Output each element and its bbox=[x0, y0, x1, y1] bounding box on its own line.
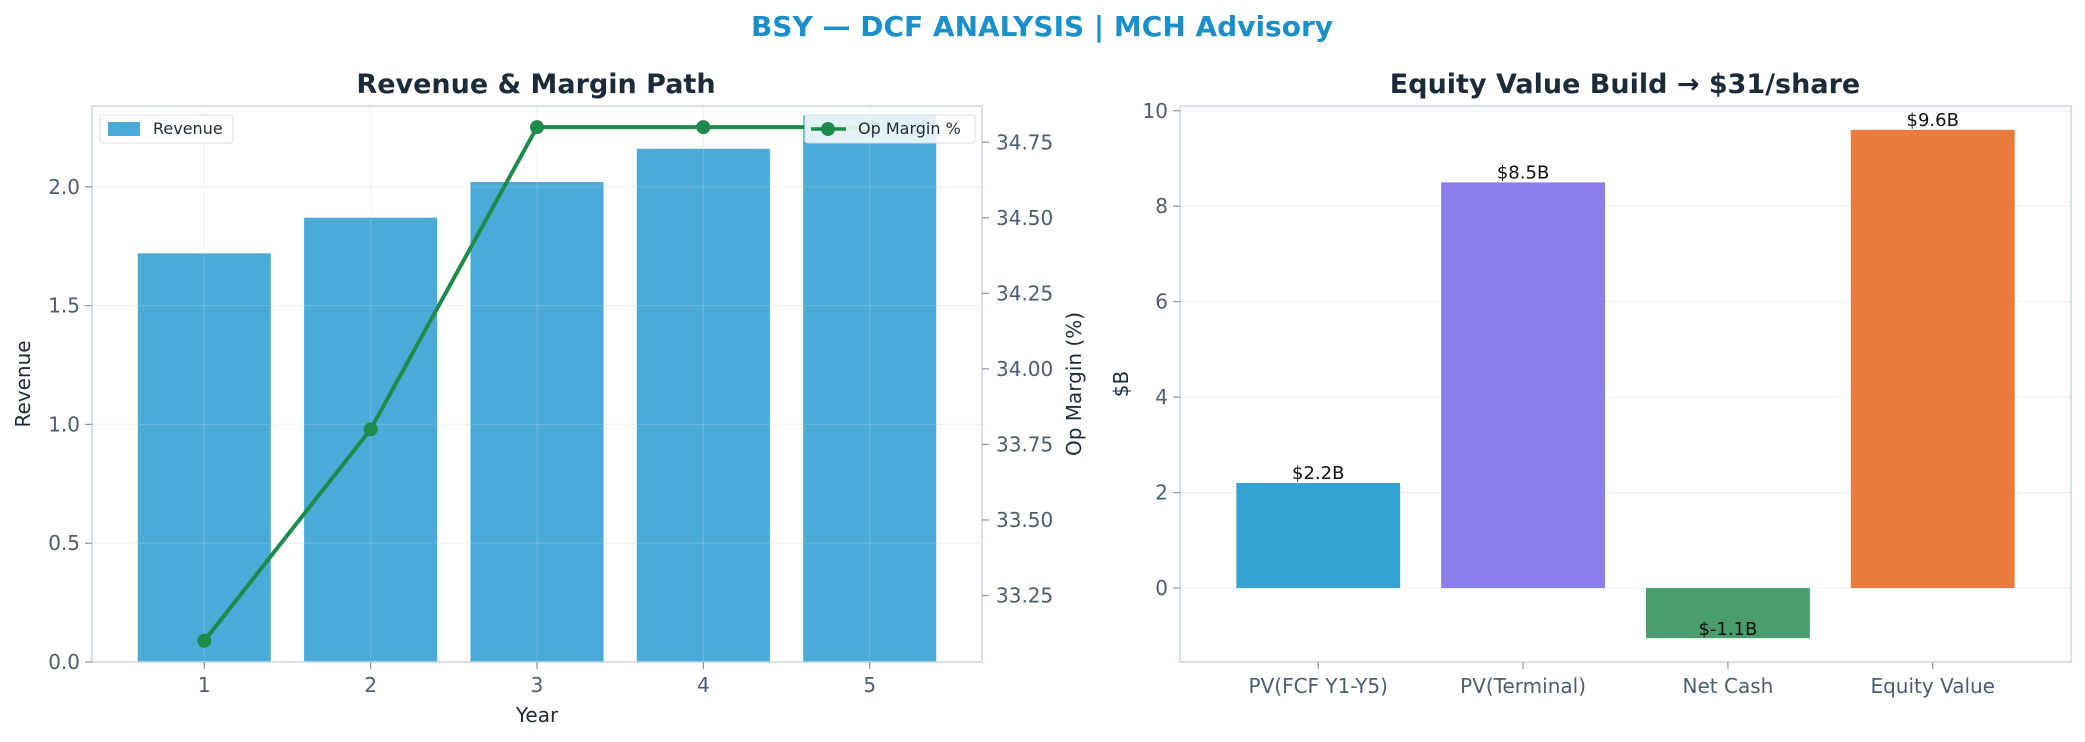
equity-build-chart: Equity Value Build → $31/share 0 2 4 6 8 10 P… bbox=[1109, 69, 2072, 698]
equity-chart-title: Equity Value Build → $31/share bbox=[1390, 69, 1860, 100]
margin-y-tick-label: 33.25 bbox=[996, 584, 1053, 608]
margin-y-tick-label: 34.75 bbox=[996, 130, 1053, 154]
equity-x-tick-label: PV(Terminal) bbox=[1460, 674, 1586, 698]
op-margin-point bbox=[696, 120, 711, 135]
equity-x-tick-label: Equity Value bbox=[1870, 674, 1995, 698]
revenue-bar bbox=[803, 115, 937, 662]
equity-x-tick-label: PV(FCF Y1-Y5) bbox=[1249, 674, 1388, 698]
equity-data-labels: $2.2B $8.5B $-1.1B $9.6B bbox=[1292, 110, 1959, 640]
revenue-y-tick-label: 0.0 bbox=[48, 650, 80, 674]
year-x-tick-label: 2 bbox=[364, 673, 377, 697]
margin-y-tick-label: 34.50 bbox=[996, 206, 1053, 230]
equity-y-tick-label: 0 bbox=[1155, 576, 1168, 600]
op-margin-point bbox=[197, 633, 212, 648]
revenue-bar bbox=[137, 253, 271, 663]
equity-data-label: $8.5B bbox=[1497, 162, 1549, 183]
revenue-bars bbox=[92, 106, 982, 663]
equity-data-label: $-1.1B bbox=[1698, 619, 1757, 640]
revenue-legend: Revenue bbox=[99, 114, 234, 144]
revenue-bar bbox=[304, 217, 438, 662]
margin-legend-marker bbox=[821, 122, 835, 136]
revenue-bar bbox=[470, 182, 604, 663]
revenue-legend-label: Revenue bbox=[153, 119, 223, 138]
equity-bar bbox=[1645, 588, 1810, 639]
margin-y-ticks: 33.25 33.50 33.75 34.00 34.25 34.50 34.75 bbox=[982, 130, 1053, 608]
revenue-y-tick-label: 1.5 bbox=[48, 294, 80, 318]
year-axis-label: Year bbox=[515, 703, 559, 727]
margin-legend-label: Op Margin % bbox=[858, 119, 961, 138]
revenue-chart-title: Revenue & Margin Path bbox=[356, 69, 715, 100]
margin-y-tick-label: 33.75 bbox=[996, 432, 1053, 456]
revenue-axis-label: Revenue bbox=[11, 340, 35, 427]
margin-legend: Op Margin % bbox=[804, 114, 976, 144]
equity-bar bbox=[1441, 182, 1606, 589]
equity-bars bbox=[1236, 129, 2015, 639]
equity-y-tick-label: 8 bbox=[1155, 194, 1168, 218]
equity-bar bbox=[1850, 129, 2015, 589]
margin-y-tick-label: 34.25 bbox=[996, 281, 1053, 305]
revenue-y-tick-label: 0.5 bbox=[48, 531, 80, 555]
equity-y-tick-label: 10 bbox=[1143, 99, 1168, 123]
revenue-y-tick-label: 2.0 bbox=[48, 175, 80, 199]
revenue-margin-chart: Revenue & Margin Path 0.00.51.01.52.0 33… bbox=[11, 69, 1086, 727]
margin-y-tick-label: 33.50 bbox=[996, 508, 1053, 532]
equity-y-ticks: 0 2 4 6 8 10 bbox=[1143, 99, 1180, 600]
revenue-bar bbox=[636, 148, 770, 662]
equity-axis-label: $B bbox=[1109, 371, 1133, 397]
op-margin-line bbox=[197, 120, 877, 648]
year-x-tick-label: 5 bbox=[863, 673, 876, 697]
equity-y-tick-label: 2 bbox=[1155, 481, 1168, 505]
figure-title: BSY — DCF ANALYSIS | MCH Advisory bbox=[751, 10, 1333, 43]
equity-y-tick-label: 6 bbox=[1155, 290, 1168, 314]
margin-axis-label: Op Margin (%) bbox=[1062, 312, 1086, 456]
equity-data-label: $2.2B bbox=[1292, 463, 1344, 484]
year-x-tick-label: 4 bbox=[697, 673, 710, 697]
year-x-ticks: 1 2 3 4 5 bbox=[198, 662, 876, 697]
equity-data-label: $9.6B bbox=[1907, 110, 1959, 131]
revenue-y-tick-label: 1.0 bbox=[48, 412, 80, 436]
revenue-legend-swatch bbox=[108, 122, 140, 136]
op-margin-point bbox=[530, 120, 544, 135]
equity-x-ticks: PV(FCF Y1-Y5) PV(Terminal) Net Cash Equity … bbox=[1249, 662, 1995, 698]
revenue-y-ticks: 0.0 0.5 1.0 1.5 2.0 bbox=[48, 175, 92, 674]
equity-bar bbox=[1236, 483, 1401, 589]
year-x-tick-label: 1 bbox=[198, 673, 211, 697]
year-x-tick-label: 3 bbox=[531, 673, 544, 697]
equity-y-tick-label: 4 bbox=[1155, 385, 1168, 409]
equity-x-tick-label: Net Cash bbox=[1683, 674, 1774, 698]
margin-y-tick-label: 34.00 bbox=[996, 357, 1053, 381]
op-margin-point bbox=[363, 422, 378, 437]
right-plot-frame bbox=[1179, 105, 2072, 663]
